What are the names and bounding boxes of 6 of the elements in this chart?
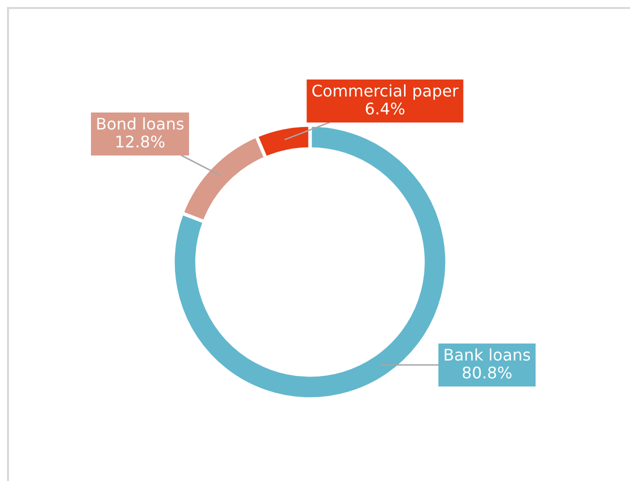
data-label: 6.4% bbox=[366, 102, 404, 115]
slice-label: Bank loans bbox=[444, 348, 530, 361]
data-label: 12.8% bbox=[116, 135, 164, 148]
data-label: 80.8% bbox=[462, 366, 512, 379]
slice-label: Commercial paper bbox=[312, 84, 459, 100]
slice-label: Bond loans bbox=[97, 117, 184, 130]
